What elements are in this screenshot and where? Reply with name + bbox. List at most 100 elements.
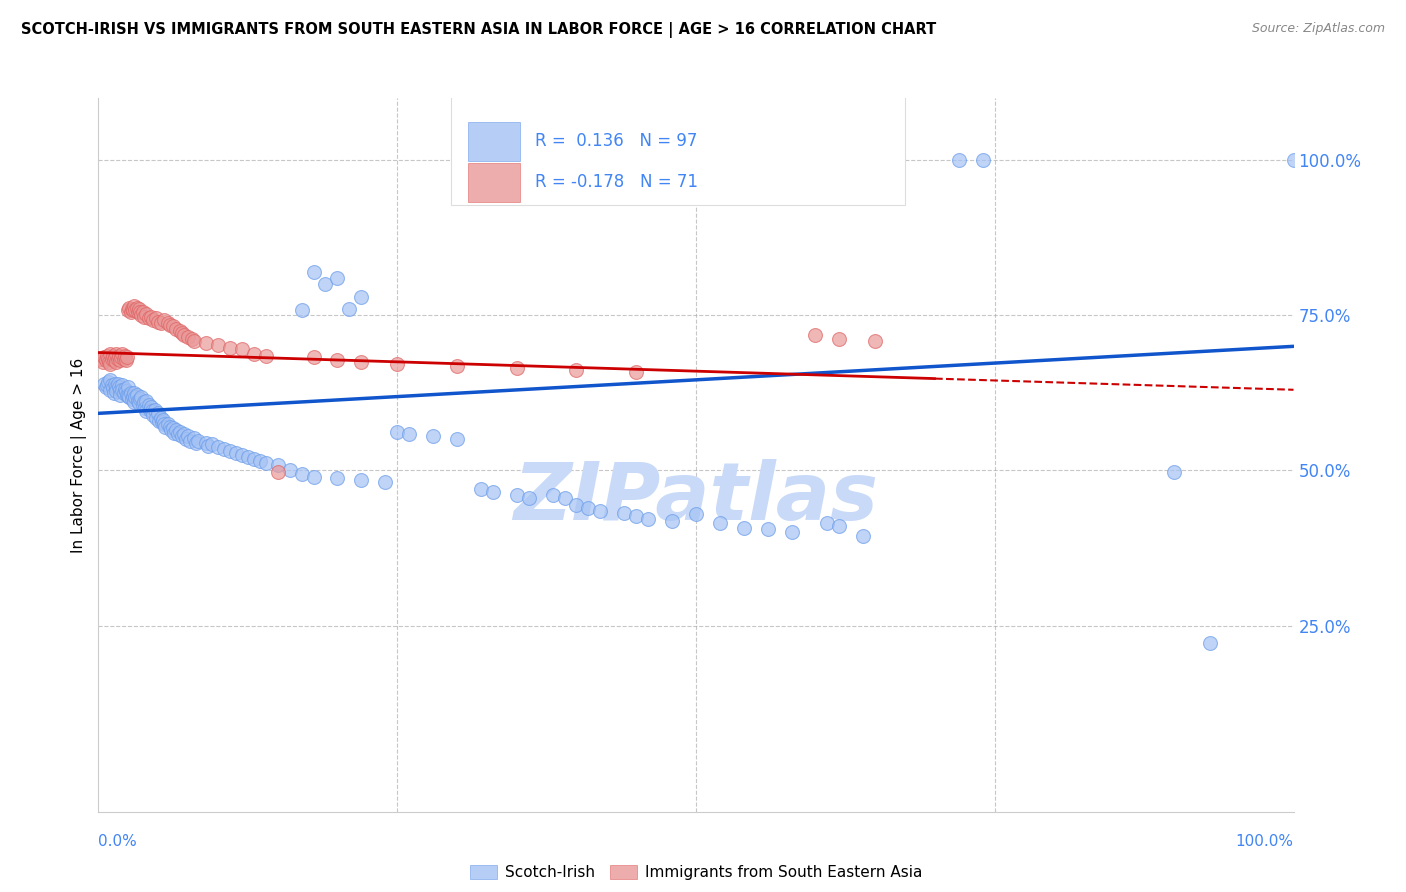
Point (131, 308, 153, 322)
Point (98, 374, 122, 388)
Point (108, 353, 131, 368)
Point (148, 414, 170, 428)
Point (863, 334, 886, 349)
Point (972, 153, 994, 168)
Point (98, 355, 121, 369)
Legend: Scotch-Irish, Immigrants from South Eastern Asia: Scotch-Irish, Immigrants from South East… (464, 859, 928, 886)
Point (780, 525, 803, 540)
Point (115, 351, 138, 365)
Point (150, 415, 173, 429)
Text: 100.0%: 100.0% (1236, 834, 1294, 849)
Point (186, 435, 208, 450)
Point (207, 440, 229, 454)
Point (135, 404, 157, 418)
Point (267, 458, 290, 473)
Point (506, 361, 529, 376)
Point (159, 318, 181, 332)
Point (302, 469, 325, 483)
Point (100, 351, 122, 366)
Point (118, 301, 141, 315)
Point (236, 450, 259, 464)
Point (122, 389, 145, 403)
Point (350, 355, 373, 369)
Point (207, 338, 229, 352)
Point (124, 390, 146, 404)
Point (101, 349, 124, 363)
Point (167, 427, 190, 442)
Point (231, 343, 253, 357)
Point (733, 520, 755, 534)
Point (1282, 153, 1305, 168)
Point (165, 423, 187, 437)
Point (337, 302, 360, 317)
Point (169, 324, 191, 338)
Point (852, 528, 875, 542)
Point (125, 301, 148, 315)
Point (104, 351, 127, 365)
Point (105, 379, 128, 393)
Point (194, 435, 217, 450)
Point (121, 302, 143, 317)
Point (112, 385, 135, 400)
Point (115, 388, 138, 402)
Point (107, 376, 129, 391)
Point (661, 514, 683, 528)
Point (350, 290, 373, 304)
Point (93, 376, 115, 391)
Point (254, 349, 277, 363)
Point (267, 465, 290, 479)
Point (225, 446, 247, 460)
Point (152, 412, 174, 426)
Point (101, 381, 124, 395)
Point (162, 421, 184, 435)
Point (243, 452, 266, 467)
Point (139, 400, 162, 414)
Point (129, 305, 152, 319)
Point (243, 347, 266, 361)
Point (815, 516, 838, 531)
Point (446, 359, 468, 374)
Point (219, 443, 242, 458)
Point (110, 351, 132, 365)
Point (124, 395, 146, 409)
Point (517, 491, 540, 506)
Point (160, 423, 183, 437)
Point (128, 396, 150, 410)
Point (148, 406, 170, 420)
Point (148, 314, 170, 328)
Point (139, 310, 162, 324)
Point (107, 351, 129, 366)
Point (481, 485, 505, 500)
Point (132, 310, 155, 324)
Point (165, 322, 187, 336)
Point (624, 365, 647, 379)
Point (129, 392, 152, 406)
Point (98, 357, 122, 371)
Point (114, 349, 136, 363)
Point (613, 506, 636, 520)
Point (446, 433, 468, 447)
Point (179, 434, 201, 448)
Point (131, 398, 153, 412)
Point (108, 388, 131, 402)
Point (149, 316, 172, 330)
Point (149, 410, 172, 425)
Point (156, 316, 179, 330)
Point (624, 508, 647, 523)
Point (114, 382, 136, 396)
Point (231, 448, 253, 462)
Point (1198, 636, 1220, 650)
Point (194, 336, 217, 351)
Point (121, 392, 143, 406)
Point (565, 363, 588, 377)
Point (125, 388, 148, 402)
Point (142, 313, 165, 327)
Point (172, 326, 194, 340)
Point (326, 471, 349, 485)
Point (143, 402, 166, 417)
Point (201, 437, 224, 451)
Point (117, 389, 139, 403)
Point (187, 434, 209, 448)
Point (1163, 465, 1185, 479)
Point (97, 351, 120, 366)
